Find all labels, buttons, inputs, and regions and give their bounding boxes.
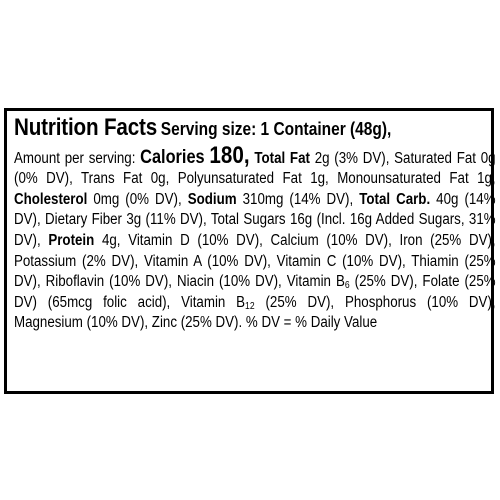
vitamin-b12: Vitamin B12 (25% DV), bbox=[181, 293, 335, 312]
trans-fat: Trans Fat 0g, bbox=[81, 170, 170, 188]
vitamin-b6-prefix: Vitamin B bbox=[286, 273, 345, 291]
vitamin-a: Vitamin A (10% DV), bbox=[144, 252, 271, 270]
calories-label: Calories bbox=[140, 146, 205, 168]
riboflavin: Riboflavin (10% DV), bbox=[45, 273, 172, 291]
total-carb-label: Total Carb. bbox=[359, 190, 431, 208]
vitamin-b12-subscript: 12 bbox=[245, 300, 255, 312]
monounsaturated-fat: Monounsaturated Fat 1g, bbox=[337, 170, 496, 188]
nutrition-facts-title: Nutrition Facts bbox=[14, 114, 158, 141]
serving-size: Serving size: 1 Container (48g), bbox=[160, 119, 392, 139]
total-sugars: Total Sugars 16g (Incl. 16g Added Sugars… bbox=[14, 211, 496, 249]
cholesterol-value: 0mg (0% DV), bbox=[93, 190, 182, 208]
daily-value-footnote: % DV = % Daily Value bbox=[245, 314, 378, 332]
vitamin-b12-suffix: (25% DV), bbox=[265, 293, 335, 311]
vitamin-b6: Vitamin B6 (25% DV), bbox=[286, 273, 418, 292]
nutrition-text: Nutrition Facts Serving size: 1 Containe… bbox=[14, 116, 496, 334]
zinc: Zinc (25% DV). bbox=[151, 314, 243, 332]
calcium: Calcium (10% DV), bbox=[270, 231, 392, 249]
total-fat-label: Total Fat bbox=[254, 149, 310, 167]
vitamin-b12-prefix: Vitamin B bbox=[181, 293, 246, 311]
total-fat-value: 2g (3% DV), bbox=[314, 149, 390, 167]
vitamin-d: Vitamin D (10% DV), bbox=[128, 231, 263, 249]
vitamin-b6-suffix: (25% DV), bbox=[354, 273, 418, 291]
vitamin-b6-subscript: 6 bbox=[344, 280, 350, 292]
saturated-fat: Saturated Fat 0g (0% DV), bbox=[14, 149, 496, 188]
vitamin-c: Vitamin C (10% DV), bbox=[276, 252, 406, 270]
sodium-label: Sodium bbox=[187, 190, 237, 208]
polyunsaturated-fat: Polyunsaturated Fat 1g, bbox=[177, 170, 329, 188]
protein-label: Protein bbox=[48, 231, 95, 249]
niacin: Niacin (10% DV), bbox=[176, 273, 282, 291]
thiamin: Thiamin (25% DV), bbox=[14, 252, 496, 291]
potassium: Potassium (2% DV), bbox=[14, 252, 139, 270]
label-header-line: Nutrition Facts Serving size: 1 Containe… bbox=[14, 116, 496, 142]
iron: Iron (25% DV), bbox=[399, 231, 496, 249]
protein-value: 4g, bbox=[101, 231, 121, 249]
nutrition-facts-label: Nutrition Facts Serving size: 1 Containe… bbox=[4, 108, 496, 394]
folate: Folate (25% DV) (65mcg folic acid), bbox=[14, 273, 496, 311]
total-carb-value: 40g (14% DV), bbox=[14, 190, 496, 229]
sodium-value: 310mg (14% DV), bbox=[242, 190, 354, 208]
cholesterol-label: Cholesterol bbox=[14, 190, 88, 208]
calories-value: 180, bbox=[209, 141, 250, 169]
amount-per-serving: Amount per serving: bbox=[14, 149, 136, 167]
phosphorus: Phosphorus (10% DV), bbox=[344, 293, 496, 311]
dietary-fiber: Dietary Fiber 3g (11% DV), bbox=[45, 211, 207, 229]
magnesium: Magnesium (10% DV), bbox=[14, 314, 149, 332]
